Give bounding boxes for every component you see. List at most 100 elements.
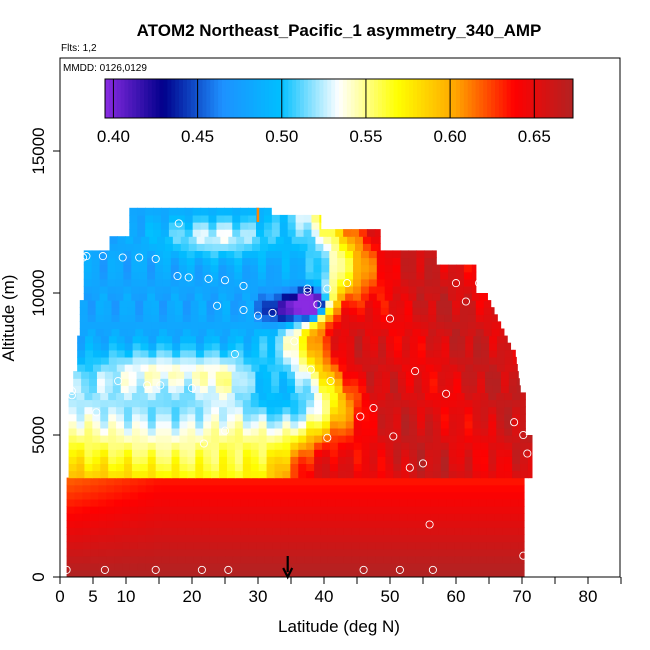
heatmap-cell (335, 555, 345, 564)
heatmap-cell (96, 378, 106, 386)
heatmap-cell (322, 413, 331, 422)
heatmap-cell (82, 506, 91, 514)
sample-point (323, 433, 332, 442)
heatmap-cell (174, 307, 184, 315)
heatmap-cell (496, 449, 505, 457)
sample-point (306, 365, 315, 374)
heatmap-cell (467, 307, 477, 315)
sample-point (405, 463, 414, 472)
heatmap-cell (100, 442, 109, 450)
heatmap-cell (320, 541, 329, 550)
heatmap-cell (494, 513, 503, 521)
heatmap-cell (203, 399, 212, 408)
heatmap-cell (464, 413, 474, 422)
heatmap-cell (361, 406, 371, 415)
heatmap-cell (93, 356, 102, 365)
heatmap-cell (108, 456, 117, 464)
heatmap-cell (179, 463, 188, 472)
heatmap-cell (329, 392, 339, 401)
colorbar-swatch (253, 79, 258, 118)
heatmap-cell (203, 349, 213, 358)
heatmap-cell (345, 427, 355, 436)
heatmap-cell (295, 214, 305, 223)
heatmap-cell (391, 548, 400, 557)
heatmap-cell (281, 250, 291, 259)
heatmap-cell (136, 378, 146, 386)
heatmap-cell (446, 548, 456, 557)
heatmap-cell (240, 555, 250, 564)
heatmap-cell (440, 435, 450, 443)
heatmap-cell (265, 264, 275, 273)
heatmap-cell (201, 498, 210, 507)
heatmap-cell (343, 548, 353, 557)
heatmap-cell (407, 555, 416, 564)
heatmap-cell (289, 264, 299, 273)
colorbar-swatch (522, 79, 527, 118)
heatmap-cell (415, 520, 424, 528)
heatmap-cell (129, 229, 138, 237)
heatmap-cell (115, 278, 124, 287)
heatmap-cell (272, 513, 282, 521)
heatmap-cell (201, 477, 210, 486)
heatmap-cell (252, 243, 261, 251)
heatmap-cell (512, 349, 516, 358)
heatmap-cell (273, 264, 283, 273)
heatmap-cell (452, 307, 461, 315)
heatmap-cell (383, 548, 392, 557)
heatmap-cell (264, 527, 274, 535)
heatmap-cell (230, 328, 239, 337)
heatmap-cell (199, 378, 209, 386)
heatmap-cell (330, 342, 340, 351)
heatmap-cell (246, 300, 255, 308)
heatmap-cell (240, 214, 249, 223)
heatmap-cell (139, 427, 149, 436)
heatmap-cell (452, 321, 461, 330)
heatmap-cell (232, 214, 241, 223)
colorbar-swatch (311, 79, 317, 118)
heatmap-cell (374, 371, 383, 379)
colorbar-tick-label: 0.55 (349, 127, 382, 146)
heatmap-cell (309, 328, 318, 337)
heatmap-cell (185, 484, 194, 493)
heatmap-cell (367, 498, 377, 507)
heatmap-cell (162, 271, 172, 280)
heatmap-cell (401, 456, 410, 464)
heatmap-cell (446, 541, 456, 550)
heatmap-cell (275, 356, 284, 365)
heatmap-cell (306, 406, 315, 415)
heatmap-cell (440, 442, 450, 450)
heatmap-cell (137, 520, 147, 528)
heatmap-cell (367, 520, 377, 528)
heatmap-cell (161, 513, 171, 521)
colorbar-swatch (467, 79, 473, 118)
heatmap-cell (424, 264, 433, 273)
heatmap-cell (433, 342, 443, 351)
heatmap-cell (337, 293, 346, 301)
heatmap-cell (361, 427, 371, 436)
heatmap-cell (310, 378, 320, 386)
heatmap-cell (518, 527, 525, 535)
heatmap-cell (306, 449, 315, 457)
heatmap-cell (350, 378, 359, 386)
heatmap-cell (114, 520, 123, 528)
heatmap-cell (309, 307, 318, 315)
heatmap-cell (277, 307, 287, 315)
heatmap-cell (462, 484, 472, 493)
heatmap-cell (375, 484, 384, 493)
heatmap-cell (108, 442, 117, 450)
heatmap-cell (520, 392, 526, 401)
heatmap-cell (137, 484, 147, 493)
heatmap-cell (190, 307, 200, 315)
heatmap-cell (128, 371, 138, 379)
heatmap-cell (317, 300, 326, 308)
heatmap-cell (288, 506, 297, 514)
heatmap-cell (357, 321, 366, 330)
heatmap-cell (114, 527, 123, 535)
heatmap-cell (180, 236, 190, 244)
heatmap-cell (383, 477, 392, 486)
heatmap-cell (135, 321, 144, 330)
heatmap-cell (417, 364, 427, 372)
x-tick-label: 0 (55, 587, 64, 606)
heatmap-cell (90, 541, 99, 550)
heatmap-cell (359, 498, 369, 507)
